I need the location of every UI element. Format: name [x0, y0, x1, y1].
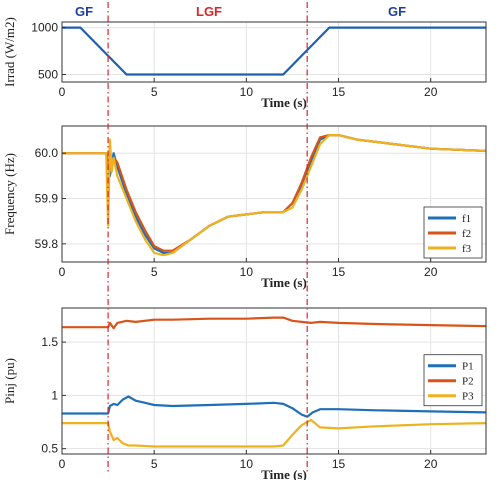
x-tick-label: 5 [151, 265, 158, 279]
x-tick-label: 10 [240, 85, 254, 99]
x-tick-label: 15 [332, 457, 346, 471]
x-tick-label: 20 [424, 457, 438, 471]
panel-3: 0 5 10 15 20 0.5 1 1.5 Time (s) Pinj (pu) P1 P2 P3 [2, 307, 487, 480]
x-tick-label: 20 [424, 265, 438, 279]
y-tick-label: 60.0 [35, 146, 59, 160]
series-line-f3 [62, 134, 487, 257]
region-dividers [107, 2, 308, 472]
y-tick-label: 0.5 [41, 442, 58, 456]
axes-frame [61, 125, 487, 263]
region-label-gf-right: GF [388, 4, 406, 19]
x-axis-label: Time (s) [261, 275, 307, 290]
legend: P1 P2 P3 [423, 354, 483, 407]
x-tick-label: 10 [240, 457, 254, 471]
y-tick-label: 59.8 [35, 237, 59, 251]
x-tick-label: 5 [151, 457, 158, 471]
x-tick-label: 20 [424, 85, 438, 99]
y-axis-label: Pinj (pu) [2, 358, 17, 404]
series-line-P1 [62, 395, 487, 418]
legend-label-f3: f3 [462, 243, 472, 255]
y-tick-label: 500 [38, 68, 58, 82]
axes-frame [61, 307, 487, 455]
y-tick-label: 1000 [31, 21, 58, 35]
region-labels: GF LGF GF [75, 4, 406, 19]
legend-label-P1: P1 [462, 361, 474, 373]
legend-label-P2: P2 [462, 376, 474, 388]
plot-area [62, 22, 486, 82]
x-tick-label: 10 [240, 265, 254, 279]
region-label-gf-left: GF [75, 4, 93, 19]
region-label-lgf: LGF [196, 4, 222, 19]
series-line-P2 [62, 316, 487, 330]
x-tick-label: 0 [59, 85, 66, 99]
legend: f1 f2 f3 [423, 206, 483, 259]
x-tick-label: 15 [332, 265, 346, 279]
legend-label-f2: f2 [462, 228, 471, 240]
x-tick-label: 0 [59, 457, 66, 471]
y-tick-label: 1.5 [41, 335, 58, 349]
series-line-P3 [62, 418, 487, 448]
panel-1: 0 5 10 15 20 500 1000 Time (s) Irrad (W/m2) [2, 17, 487, 110]
legend-label-P3: P3 [462, 391, 474, 403]
y-axis-label: Frequency (Hz) [2, 153, 17, 235]
legend-label-f1: f1 [462, 213, 471, 225]
y-axis-label: Irrad (W/m2) [2, 17, 17, 87]
series-line-series-1 [62, 26, 486, 76]
axes-frame [61, 21, 487, 83]
x-tick-label: 5 [151, 85, 158, 99]
panel-2: 0 5 10 15 20 59.8 59.9 60.0 Time (s) Frequency (H… [2, 125, 487, 290]
x-axis-label: Time (s) [261, 467, 307, 480]
x-axis-label: Time (s) [261, 95, 307, 110]
y-tick-label: 59.9 [35, 192, 59, 206]
y-tick-label: 1 [51, 388, 58, 402]
x-tick-label: 15 [332, 85, 346, 99]
plot-area [62, 308, 486, 454]
plot-area [62, 126, 486, 262]
x-tick-label: 0 [59, 265, 66, 279]
